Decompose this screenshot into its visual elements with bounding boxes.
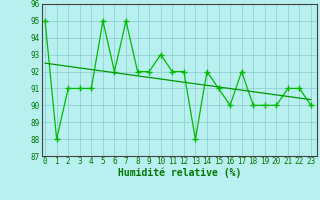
X-axis label: Humidité relative (%): Humidité relative (%) [117,168,241,178]
